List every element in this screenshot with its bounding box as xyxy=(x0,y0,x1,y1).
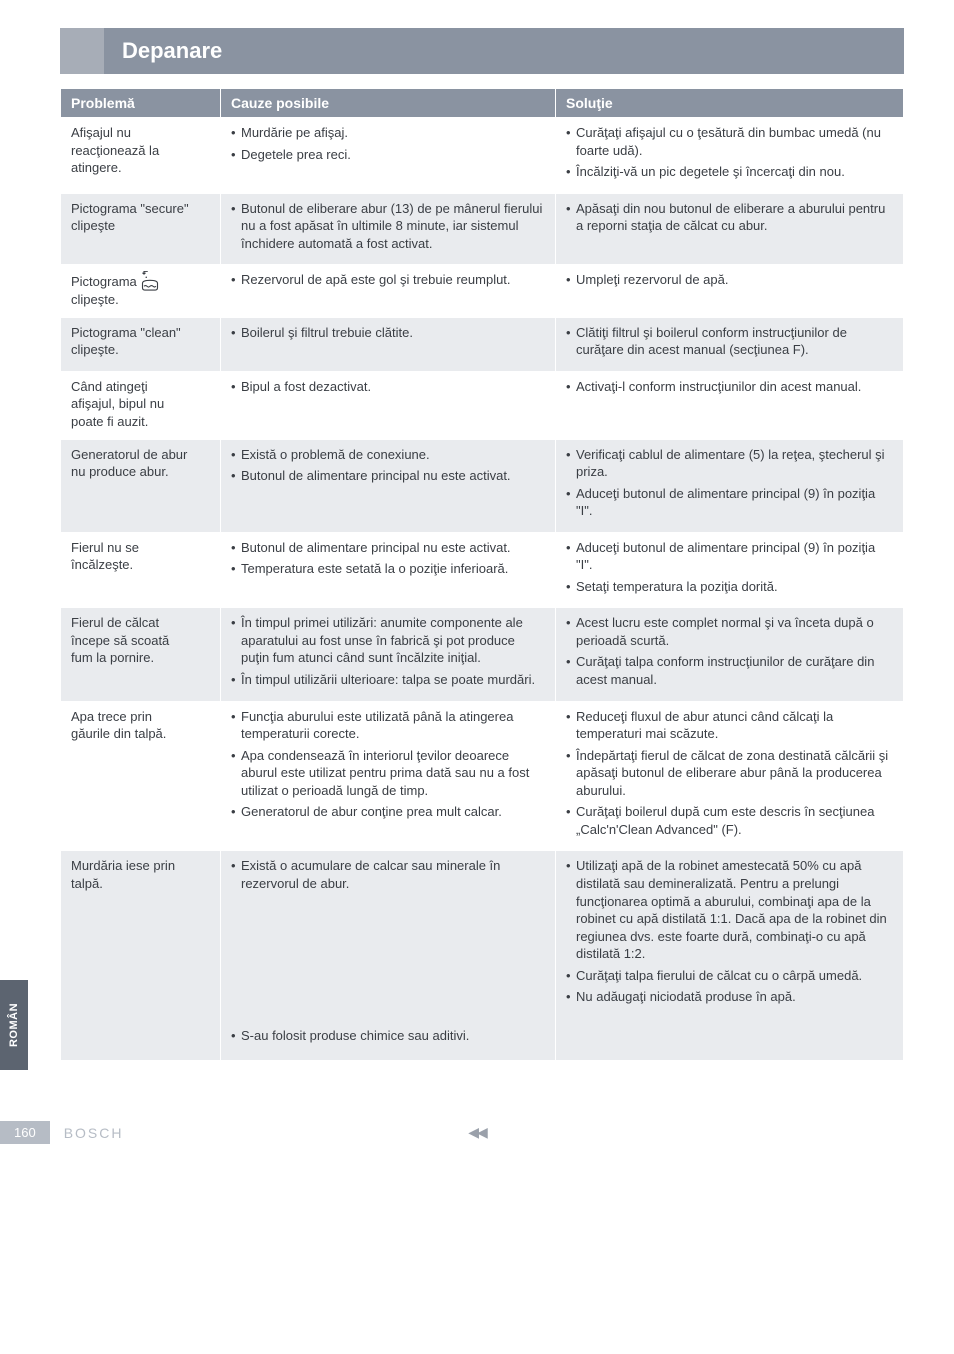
title-band: Depanare xyxy=(60,28,904,74)
table-row: Generatorul de abur nu produce abur. Exi… xyxy=(61,439,904,532)
cell-causes: Funcţia aburului este utilizată până la … xyxy=(221,701,556,851)
cell-causes: Boilerul şi filtrul trebuie clătite. xyxy=(221,317,556,371)
cell-solution: Activaţi-l conform instrucţiunilor din a… xyxy=(556,371,904,439)
table-row: Fierul de călcat începe să scoată fum la… xyxy=(61,608,904,701)
cell-solution: Umpleţi rezervorul de apă. xyxy=(556,265,904,318)
page-footer: 160 BOSCH ◀◀ xyxy=(0,1121,954,1144)
cell-problem: Apa trece prin găurile din talpă. xyxy=(61,701,221,851)
cell-problem: Afişajul nu reacţionează la atingere. xyxy=(61,118,221,194)
cell-problem: Pictograma "clean" clipeşte. xyxy=(61,317,221,371)
page-number: 160 xyxy=(0,1121,50,1144)
cell-problem: Fierul de călcat începe să scoată fum la… xyxy=(61,608,221,701)
page-title: Depanare xyxy=(104,28,904,74)
cell-causes: Murdărie pe afişaj. Degetele prea reci. xyxy=(221,118,556,194)
cell-solution: Aduceţi butonul de alimentare principal … xyxy=(556,532,904,608)
cell-solution: Curăţaţi afişajul cu o ţesătură din bumb… xyxy=(556,118,904,194)
cell-solution: Acest lucru este complet normal şi va în… xyxy=(556,608,904,701)
cell-causes: Rezervorul de apă este gol şi trebuie re… xyxy=(221,265,556,318)
cell-problem: Pictograma "secure" clipeşte xyxy=(61,193,221,265)
table-row: Pictograma clipeşte. Rezervorul de apă e… xyxy=(61,265,904,318)
cell-causes: Bipul a fost dezactivat. xyxy=(221,371,556,439)
cell-problem: Generatorul de abur nu produce abur. xyxy=(61,439,221,532)
cell-causes: Butonul de eliberare abur (13) de pe mân… xyxy=(221,193,556,265)
cell-solution: Verificaţi cablul de alimentare (5) la r… xyxy=(556,439,904,532)
cell-problem: Murdăria iese prin talpă. xyxy=(61,851,221,1061)
cell-problem: Fierul nu se încălzeşte. xyxy=(61,532,221,608)
table-row: Murdăria iese prin talpă. Există o acumu… xyxy=(61,851,904,1061)
cell-solution: Apăsaţi din nou butonul de eliberare a a… xyxy=(556,193,904,265)
cell-solution: Utilizaţi apă de la robinet amestecată 5… xyxy=(556,851,904,1061)
table-row: Fierul nu se încălzeşte. Butonul de alim… xyxy=(61,532,904,608)
cell-causes: Butonul de alimentare principal nu este … xyxy=(221,532,556,608)
cell-problem: Când atingeţi afişajul, bipul nu poate f… xyxy=(61,371,221,439)
title-accent-square xyxy=(60,28,104,74)
cell-problem: Pictograma clipeşte. xyxy=(61,265,221,318)
cell-causes: În timpul primei utilizări: anumite comp… xyxy=(221,608,556,701)
col-header-problem: Problemă xyxy=(61,89,221,118)
language-tab: ROMÂN xyxy=(0,980,28,1070)
cell-solution: Clătiţi filtrul şi boilerul conform inst… xyxy=(556,317,904,371)
cell-causes: Există o acumulare de calcar sau mineral… xyxy=(221,851,556,1061)
table-row: Când atingeţi afişajul, bipul nu poate f… xyxy=(61,371,904,439)
table-row: Afişajul nu reacţionează la atingere. Mu… xyxy=(61,118,904,194)
table-row: Pictograma "clean" clipeşte. Boilerul şi… xyxy=(61,317,904,371)
table-row: Pictograma "secure" clipeşte Butonul de … xyxy=(61,193,904,265)
brand-label: BOSCH xyxy=(64,1125,124,1141)
troubleshooting-table: Problemă Cauze posibile Soluţie Afişajul… xyxy=(60,88,904,1061)
cell-solution: Reduceţi fluxul de abur atunci când călc… xyxy=(556,701,904,851)
table-row: Apa trece prin găurile din talpă. Funcţi… xyxy=(61,701,904,851)
water-refill-icon xyxy=(141,271,159,291)
cell-causes: Există o problemă de conexiune. Butonul … xyxy=(221,439,556,532)
col-header-solution: Soluţie xyxy=(556,89,904,118)
col-header-causes: Cauze posibile xyxy=(221,89,556,118)
nav-arrows-icon: ◀◀ xyxy=(468,1124,486,1141)
